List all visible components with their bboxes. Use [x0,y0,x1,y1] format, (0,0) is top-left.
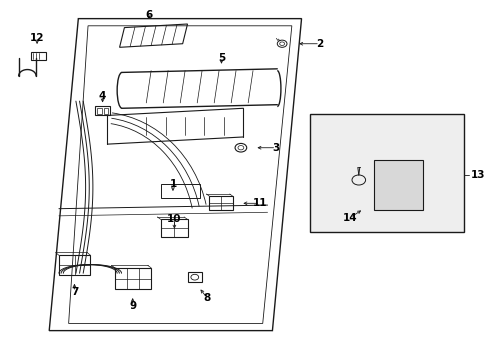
Text: 5: 5 [218,53,224,63]
Bar [31,52,46,60]
Text: 1: 1 [169,179,176,189]
Bar [161,220,187,237]
Text: 13: 13 [469,170,484,180]
Text: 11: 11 [252,198,267,208]
Bar [97,108,102,114]
Bar [103,108,108,114]
Text: 2: 2 [316,39,323,49]
Text: 12: 12 [30,33,44,43]
Text: 3: 3 [272,143,279,153]
Text: 14: 14 [342,213,357,222]
FancyBboxPatch shape [373,160,422,211]
Text: 9: 9 [129,301,136,311]
Text: 7: 7 [71,287,78,297]
Bar [310,114,463,232]
Text: 10: 10 [167,215,181,224]
Text: 6: 6 [145,10,152,20]
Bar [115,268,151,289]
Text: 8: 8 [203,293,210,303]
Bar [95,107,110,116]
Bar [209,196,232,211]
Text: 4: 4 [99,91,106,101]
Bar [187,272,202,282]
Bar [59,255,90,275]
